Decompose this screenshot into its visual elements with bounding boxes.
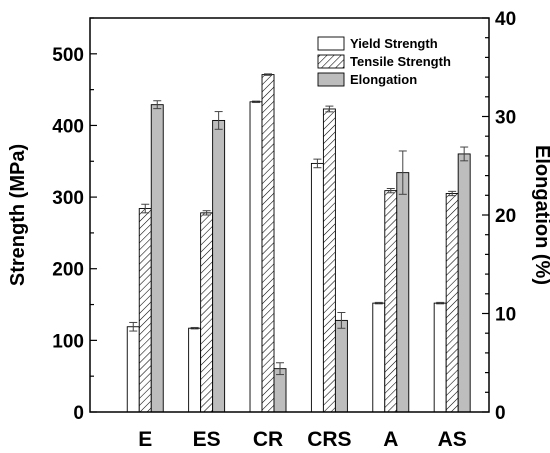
left-y-axis-title: Strength (MPa)	[7, 144, 29, 286]
right-tick-label: 40	[495, 9, 516, 30]
legend-swatch	[317, 54, 345, 69]
error-bar	[214, 111, 223, 130]
x-tick-label: E	[138, 428, 152, 451]
bar-tensile-strength-crs	[322, 108, 336, 413]
bar-tensile-strength-as	[445, 193, 459, 413]
error-bar	[398, 150, 407, 195]
bar-elongation-cr	[273, 368, 287, 413]
bar-elongation-e	[150, 104, 164, 413]
legend-label: Yield Strength	[350, 36, 438, 51]
right-y-axis: 0 10 20 30 40	[482, 9, 516, 424]
error-bar	[325, 105, 334, 113]
x-tick-label: CR	[253, 428, 283, 451]
right-tick-label: 20	[495, 206, 516, 227]
right-tick-label: 10	[495, 305, 516, 326]
bar-yield-strength-e	[126, 326, 140, 413]
plot-content	[126, 73, 471, 413]
error-bar	[141, 203, 150, 214]
error-bar	[374, 301, 383, 305]
left-tick-label: 200	[52, 260, 84, 281]
x-tick-label: ES	[193, 428, 221, 451]
legend-item: Elongation	[317, 72, 417, 87]
bar-yield-strength-a	[372, 302, 386, 413]
legend-swatch	[317, 36, 345, 51]
error-bar	[276, 362, 285, 376]
right-y-axis-title: Elongation (%)	[531, 145, 550, 285]
x-tick-label: A	[383, 428, 398, 451]
error-bar	[386, 187, 395, 194]
error-bar	[202, 210, 211, 216]
bar-tensile-strength-cr	[261, 74, 275, 413]
bar-tensile-strength-es	[200, 212, 214, 413]
x-axis: E ES CR CRS A AS	[138, 428, 467, 451]
error-bar	[252, 100, 261, 104]
bar-yield-strength-es	[188, 327, 202, 413]
error-bar	[313, 158, 322, 169]
legend-label: Tensile Strength	[350, 54, 451, 69]
bar-elongation-es	[212, 119, 226, 413]
left-y-axis: 0 100 200 300 400 500	[52, 17, 97, 424]
error-bar	[264, 73, 273, 76]
legend: Yield Strength Tensile Strength Elongation	[317, 36, 451, 87]
left-tick-label: 400	[52, 116, 84, 137]
error-bar	[129, 321, 138, 332]
bar-tensile-strength-e	[138, 208, 152, 413]
left-tick-label: 100	[52, 331, 84, 352]
error-bar	[448, 190, 457, 197]
x-tick-label: AS	[438, 428, 467, 451]
bar-elongation-crs	[334, 319, 348, 413]
legend-label: Elongation	[350, 72, 417, 87]
right-tick-label: 30	[495, 108, 516, 129]
bar-yield-strength-cr	[249, 101, 263, 413]
error-bar	[436, 301, 445, 305]
error-bar	[153, 100, 162, 110]
legend-swatch	[317, 72, 345, 87]
left-tick-label: 0	[73, 403, 84, 424]
left-tick-label: 300	[52, 188, 84, 209]
x-tick-label: CRS	[307, 428, 351, 451]
bar-tensile-strength-a	[384, 190, 398, 413]
error-bar	[337, 312, 346, 329]
error-bar	[460, 146, 469, 162]
legend-item: Tensile Strength	[317, 54, 451, 69]
bar-elongation-as	[457, 153, 471, 413]
legend-item: Yield Strength	[317, 36, 438, 51]
error-bar	[190, 326, 199, 330]
bar-yield-strength-crs	[310, 162, 324, 413]
bar-yield-strength-as	[433, 302, 447, 413]
left-tick-label: 500	[52, 45, 84, 66]
bar-elongation-a	[396, 172, 410, 413]
right-tick-label: 0	[495, 403, 506, 424]
